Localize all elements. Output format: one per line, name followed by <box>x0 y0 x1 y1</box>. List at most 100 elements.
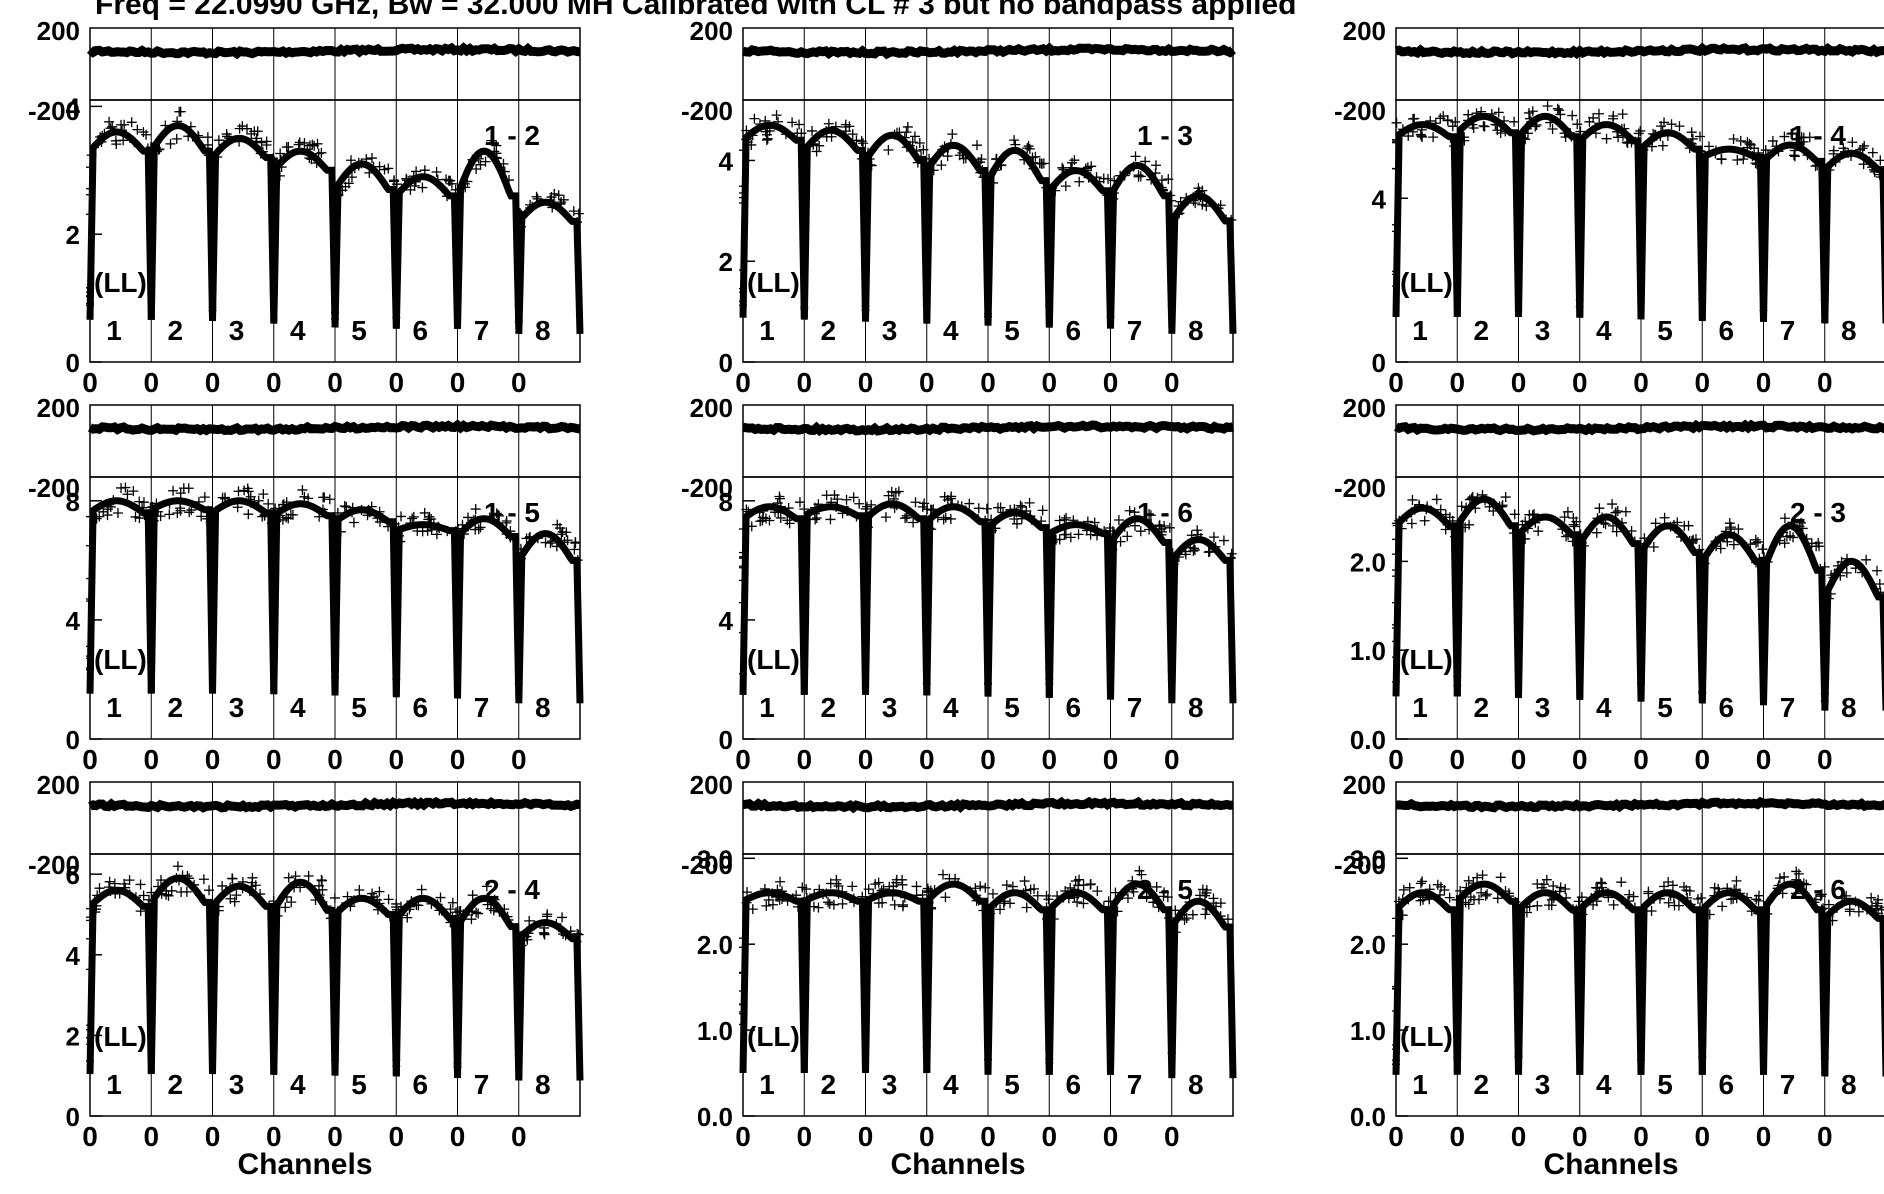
if-label: 6 <box>1065 315 1081 346</box>
x-tick-label: 0 <box>1164 367 1180 398</box>
if-label: 2 <box>167 1069 183 1100</box>
amp-tick-label: 2 <box>66 220 80 250</box>
data-point <box>1417 876 1427 886</box>
amp-tick-label: 4 <box>1372 184 1387 214</box>
data-point <box>940 892 950 902</box>
amp-series <box>335 164 396 328</box>
data-point <box>354 885 364 895</box>
if-label: 7 <box>1127 692 1143 723</box>
amp-series <box>988 893 1049 1075</box>
if-label: 7 <box>1127 1069 1143 1100</box>
amp-series <box>1111 519 1172 700</box>
baseline-label: 2 - 4 <box>484 874 540 905</box>
x-tick-label: 0 <box>735 367 751 398</box>
data-point <box>1416 878 1426 888</box>
if-label: 8 <box>535 692 551 723</box>
if-label: 8 <box>535 315 551 346</box>
data-point <box>795 497 805 507</box>
if-label: 3 <box>882 692 898 723</box>
if-label: 7 <box>1780 1069 1796 1100</box>
data-point <box>829 900 839 910</box>
data-point <box>1131 151 1141 161</box>
data-point <box>1417 132 1427 142</box>
x-tick-label: 0 <box>1572 744 1588 775</box>
data-point <box>1684 521 1694 531</box>
data-point <box>947 129 957 139</box>
phase-series <box>743 425 1233 431</box>
data-point <box>1687 127 1697 137</box>
amp-series <box>1580 125 1641 318</box>
if-label: 7 <box>1127 315 1143 346</box>
amp-tick-label: 4 <box>66 606 81 636</box>
data-point <box>237 121 247 131</box>
amp-series <box>1764 884 1825 1075</box>
x-tick-label: 0 <box>82 744 98 775</box>
amp-series <box>804 507 865 695</box>
x-tick-label: 0 <box>1449 1121 1465 1152</box>
data-point <box>1208 893 1218 903</box>
amp-series <box>1519 893 1580 1075</box>
data-point <box>1092 886 1102 896</box>
x-tick-label: 0 <box>1511 744 1527 775</box>
if-label: 1 <box>1412 1069 1428 1100</box>
data-point <box>1478 870 1488 880</box>
amp-tick-label: 4 <box>719 606 734 636</box>
amp-tick-label: 2.0 <box>1350 547 1386 577</box>
phase-tick-label: 200 <box>1343 770 1386 800</box>
data-point <box>1416 130 1426 140</box>
data-point <box>284 873 294 883</box>
amp-series <box>1580 517 1641 700</box>
x-tick-label: 0 <box>388 744 404 775</box>
amp-tick-label: 0 <box>719 348 733 378</box>
data-point <box>1594 109 1604 119</box>
data-point <box>883 145 893 155</box>
data-point <box>1038 505 1048 515</box>
data-point <box>1618 109 1628 119</box>
phase-series <box>1396 48 1884 54</box>
data-point <box>1621 507 1631 517</box>
data-point <box>1629 892 1639 902</box>
if-label: 1 <box>759 692 775 723</box>
data-point <box>184 507 194 517</box>
data-point <box>749 114 759 124</box>
polarization-label: (LL) <box>94 267 147 298</box>
phase-tick-label: 200 <box>690 770 733 800</box>
data-point <box>1061 181 1071 191</box>
data-point <box>972 140 982 150</box>
if-label: 5 <box>1657 1069 1673 1100</box>
data-point <box>1695 131 1705 141</box>
data-point <box>1613 506 1623 516</box>
if-label: 4 <box>1596 692 1612 723</box>
data-point <box>1847 137 1857 147</box>
amp-series <box>1580 893 1641 1075</box>
x-tick-label: 0 <box>1103 1121 1119 1152</box>
data-point <box>842 495 852 505</box>
polarization-label: (LL) <box>747 1021 800 1052</box>
data-point <box>881 512 891 522</box>
data-point <box>1074 177 1084 187</box>
x-tick-label: 0 <box>450 367 466 398</box>
data-point <box>1407 495 1417 505</box>
x-tick-label: 0 <box>511 367 527 398</box>
if-label: 2 <box>1473 692 1489 723</box>
if-label: 5 <box>351 692 367 723</box>
if-label: 8 <box>1188 315 1204 346</box>
data-point <box>396 511 406 521</box>
x-tick-label: 0 <box>388 1121 404 1152</box>
data-point <box>168 486 178 496</box>
data-point <box>1020 876 1030 886</box>
x-tick-label: 0 <box>1694 744 1710 775</box>
data-point <box>825 514 835 524</box>
data-point <box>1496 872 1506 882</box>
polarization-label: (LL) <box>94 1021 147 1052</box>
amp-series <box>335 898 396 1075</box>
amp-series <box>1457 116 1518 316</box>
x-tick-label: 0 <box>1694 367 1710 398</box>
amp-series <box>988 513 1049 697</box>
data-point <box>898 901 908 911</box>
phase-tick-label: 200 <box>1343 16 1386 46</box>
x-tick-label: 0 <box>205 367 221 398</box>
amp-tick-label: 2 <box>719 247 733 277</box>
amp-tick-label: 4 <box>66 941 81 971</box>
